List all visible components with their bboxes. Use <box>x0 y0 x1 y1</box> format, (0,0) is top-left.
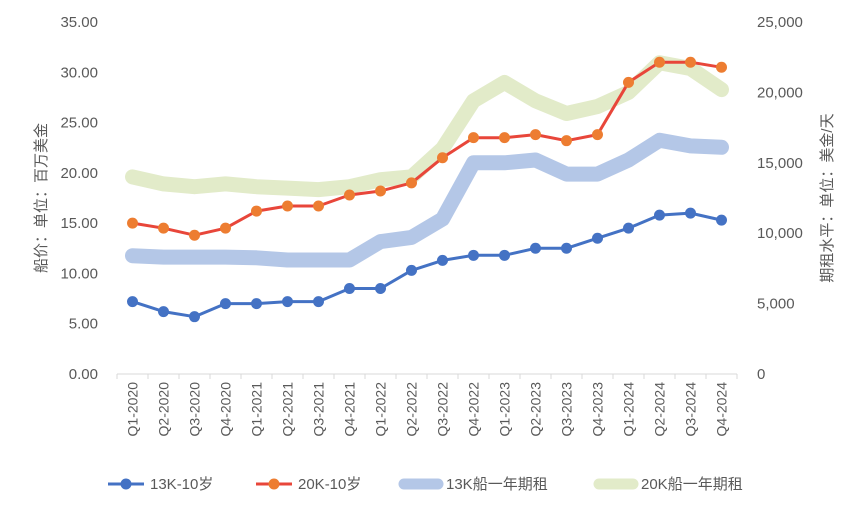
data-point <box>375 185 386 197</box>
left-tick-label: 10.00 <box>60 265 98 282</box>
data-point <box>685 207 696 219</box>
axes-layer <box>116 373 738 379</box>
data-point <box>592 129 603 141</box>
left-tick-label: 15.00 <box>60 215 98 232</box>
data-point <box>468 132 479 144</box>
right-tick-label: 0 <box>757 366 765 383</box>
x-tick-label: Q4-2021 <box>342 382 358 437</box>
x-tick-label: Q1-2023 <box>497 382 513 437</box>
data-point <box>282 296 293 308</box>
data-point <box>375 283 386 295</box>
x-tick-label: Q2-2020 <box>156 382 172 437</box>
left-tick-label: 35.00 <box>60 14 98 31</box>
x-tick-label: Q4-2023 <box>590 382 606 437</box>
data-point <box>189 229 200 241</box>
x-tick-label: Q2-2023 <box>528 382 544 437</box>
tick-label-layer: 0.00 5.00 10.00 15.00 20.00 25.00 30.00 35.00 0 5… <box>60 14 802 436</box>
left-tick-label: 20.00 <box>60 165 98 182</box>
data-point <box>158 306 169 318</box>
data-point <box>406 264 417 276</box>
legend-marker <box>120 478 132 490</box>
x-tick-label: Q3-2021 <box>311 382 327 437</box>
data-point <box>654 209 665 221</box>
data-point <box>406 177 417 189</box>
x-tick-label: Q4-2024 <box>714 382 730 437</box>
x-tick-label: Q1-2024 <box>621 382 637 437</box>
data-point <box>158 222 169 234</box>
data-point <box>654 56 665 68</box>
data-point <box>251 205 262 217</box>
data-point <box>592 232 603 244</box>
left-tick-label: 0.00 <box>69 366 98 383</box>
x-tick-label: Q3-2024 <box>683 382 699 437</box>
data-point <box>344 283 355 295</box>
legend-label: 20K船一年期租 <box>641 476 743 493</box>
x-tick-label: Q1-2020 <box>125 382 141 437</box>
x-tick-label: Q3-2023 <box>559 382 575 437</box>
data-point <box>716 61 727 73</box>
data-point <box>251 298 262 310</box>
legend-label: 13K-10岁 <box>150 476 213 493</box>
left-tick-label: 5.00 <box>69 316 98 333</box>
series-band-2 <box>125 132 729 268</box>
x-tick-label: Q4-2020 <box>218 382 234 437</box>
right-tick-label: 10,000 <box>757 225 803 242</box>
data-point <box>220 222 231 234</box>
legend-marker <box>268 478 280 490</box>
data-point <box>437 254 448 266</box>
data-point <box>468 249 479 261</box>
series-line-1 <box>132 60 722 237</box>
x-tick-label: Q2-2022 <box>404 382 420 437</box>
right-tick-label: 5,000 <box>757 296 795 313</box>
data-point <box>127 296 138 308</box>
legend-label: 13K船一年期租 <box>446 476 548 493</box>
x-tick-label: Q3-2022 <box>435 382 451 437</box>
band-series-layer <box>125 55 729 268</box>
data-point <box>313 296 324 308</box>
legend: 13K-10岁 20K-10岁 13K船一年期租 20K船一年期租 <box>108 476 743 493</box>
data-point <box>685 56 696 68</box>
data-point <box>716 214 727 226</box>
series-band-3 <box>125 55 729 198</box>
data-point <box>437 152 448 164</box>
data-point <box>344 189 355 201</box>
marker-layer <box>127 56 727 323</box>
left-axis-title: 船价：单位：百万美金 <box>33 123 50 273</box>
x-tick-label: Q1-2021 <box>249 382 265 437</box>
x-tick-label: Q2-2024 <box>652 382 668 437</box>
data-point <box>530 242 541 254</box>
data-point <box>313 200 324 212</box>
x-tick-label: Q4-2022 <box>466 382 482 437</box>
right-tick-label: 20,000 <box>757 84 803 101</box>
left-tick-label: 25.00 <box>60 115 98 132</box>
data-point <box>561 135 572 147</box>
data-point <box>220 298 231 310</box>
data-point <box>561 242 572 254</box>
data-point <box>189 311 200 323</box>
x-tick-label: Q2-2021 <box>280 382 296 437</box>
data-point <box>127 217 138 229</box>
right-tick-label: 15,000 <box>757 155 803 172</box>
data-point <box>530 129 541 141</box>
data-point <box>499 249 510 261</box>
data-point <box>282 200 293 212</box>
data-point <box>499 132 510 144</box>
right-tick-label: 25,000 <box>757 14 803 31</box>
data-point <box>623 76 634 88</box>
right-axis-title: 期租水平：单位：美金/天 <box>819 113 836 282</box>
x-tick-label: Q1-2022 <box>373 382 389 437</box>
x-tick-label: Q3-2020 <box>187 382 203 437</box>
legend-label: 20K-10岁 <box>298 476 361 493</box>
data-point <box>623 222 634 234</box>
left-tick-label: 30.00 <box>60 64 98 81</box>
